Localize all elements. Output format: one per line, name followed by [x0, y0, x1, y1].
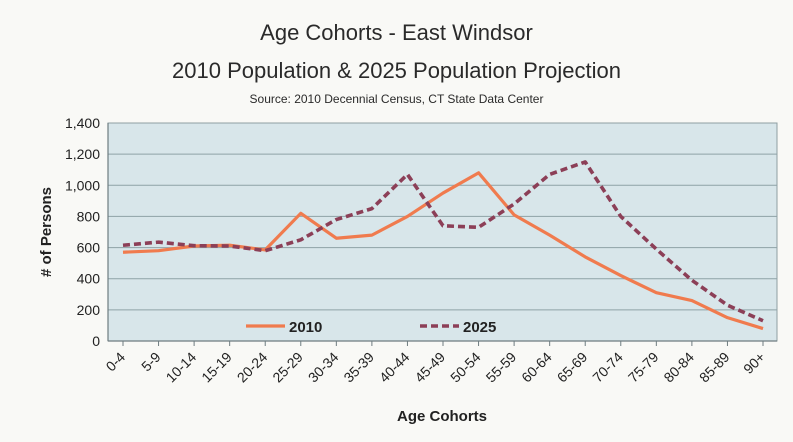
x-tick-label: 30-34 — [305, 349, 342, 386]
series-line-2025 — [122, 160, 764, 323]
legend-label-2025: 2025 — [463, 319, 496, 336]
x-tick-label: 15-19 — [198, 349, 235, 386]
x-tick-label: 80-84 — [660, 349, 697, 386]
x-axis-label: Age Cohorts — [397, 408, 487, 425]
x-tick-label: 65-69 — [554, 349, 591, 386]
y-tick-label: 800 — [77, 208, 101, 224]
x-tick-label: 60-64 — [518, 349, 555, 386]
chart-subtitle: 2010 Population & 2025 Population Projec… — [172, 58, 621, 83]
x-tick-label: 0-4 — [102, 349, 128, 375]
y-tick-label: 1,000 — [65, 177, 100, 193]
series-line-2010 — [122, 171, 764, 331]
y-axis-label: # of Persons — [38, 187, 55, 277]
y-tick-label: 200 — [77, 302, 101, 318]
chart-source: Source: 2010 Decennial Census, CT State … — [249, 92, 544, 106]
plot-area — [107, 122, 778, 342]
x-tick-label: 40-44 — [376, 349, 413, 386]
chart-title: Age Cohorts - East Windsor — [260, 20, 533, 45]
x-tick-label: 50-54 — [447, 349, 484, 386]
legend-label-2010: 2010 — [289, 319, 322, 336]
x-tick-label: 20-24 — [234, 349, 271, 386]
y-tick-label: 1,400 — [65, 115, 100, 131]
x-tick-label: 5-9 — [138, 349, 164, 375]
x-tick-label: 45-49 — [411, 349, 448, 386]
y-tick-label: 1,200 — [65, 146, 100, 162]
x-tick-label: 10-14 — [163, 349, 200, 386]
x-tick-label: 55-59 — [483, 349, 520, 386]
x-tick-label: 70-74 — [589, 349, 626, 386]
y-tick-label: 400 — [77, 271, 101, 287]
x-tick-label: 75-79 — [625, 349, 662, 386]
x-tick-label: 25-29 — [269, 349, 306, 386]
y-tick-label: 600 — [77, 240, 101, 256]
x-tick-label: 85-89 — [696, 349, 733, 386]
x-tick-label: 35-39 — [340, 349, 377, 386]
x-tick-label: 90+ — [740, 349, 768, 377]
y-tick-label: 0 — [92, 333, 100, 349]
